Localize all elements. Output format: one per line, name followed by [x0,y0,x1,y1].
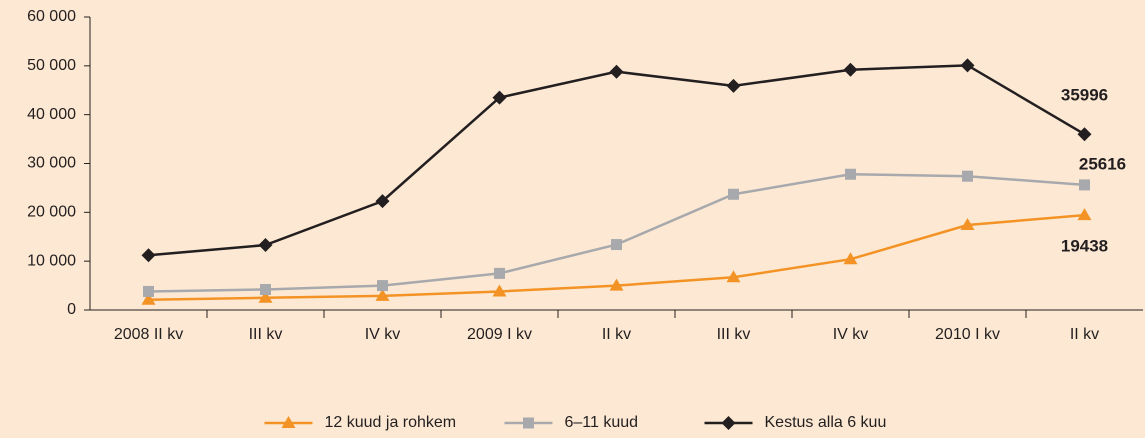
legend-marker [523,417,534,429]
x-tick-label: 2009 I kv [467,326,532,343]
x-tick-label: IV kv [833,326,869,343]
data-point [258,290,273,303]
y-tick-label: 40 000 [27,106,76,123]
data-label: 35996 [1061,86,1108,105]
data-point [960,218,975,231]
data-point [143,285,154,297]
y-tick-label: 0 [67,301,76,318]
legend-marker [721,416,736,430]
data-point [1079,179,1090,191]
data-point [960,58,975,73]
data-point [258,238,273,253]
data-point [492,90,507,105]
legend-label: 6–11 kuud [565,414,639,431]
y-tick-label: 50 000 [27,57,76,74]
legend-label: Kestus alla 6 kuu [765,414,887,431]
data-point [843,62,858,77]
data-point [728,188,739,200]
legend-marker [281,416,296,428]
data-point [141,292,156,305]
data-point [962,170,973,182]
data-point [843,252,858,265]
y-tick-label: 10 000 [27,252,76,269]
data-point [845,168,856,180]
data-point [492,284,507,297]
data-point [375,194,390,209]
data-point [494,267,505,279]
data-point [260,283,271,295]
data-point [726,270,741,283]
legend-label: 12 kuud ja rohkem [325,414,457,431]
x-tick-label: III kv [717,326,751,343]
x-tick-label: III kv [249,326,283,343]
data-point [1077,208,1092,221]
y-tick-label: 20 000 [27,204,76,221]
data-point [609,64,624,79]
data-point [1077,127,1092,142]
data-point [611,239,622,251]
x-tick-label: II kv [1070,326,1099,343]
x-tick-label: 2010 I kv [935,326,1000,343]
data-label: 19438 [1061,237,1108,256]
x-tick-label: 2008 II kv [114,326,183,343]
x-tick-label: II kv [602,326,631,343]
data-point [726,78,741,93]
data-point [609,278,624,291]
data-point [375,288,390,301]
x-tick-label: IV kv [365,326,401,343]
y-tick-label: 30 000 [27,155,76,172]
data-point [377,280,388,292]
data-label: 25616 [1079,154,1126,173]
y-tick-label: 60 000 [27,8,76,25]
data-point [141,248,156,263]
